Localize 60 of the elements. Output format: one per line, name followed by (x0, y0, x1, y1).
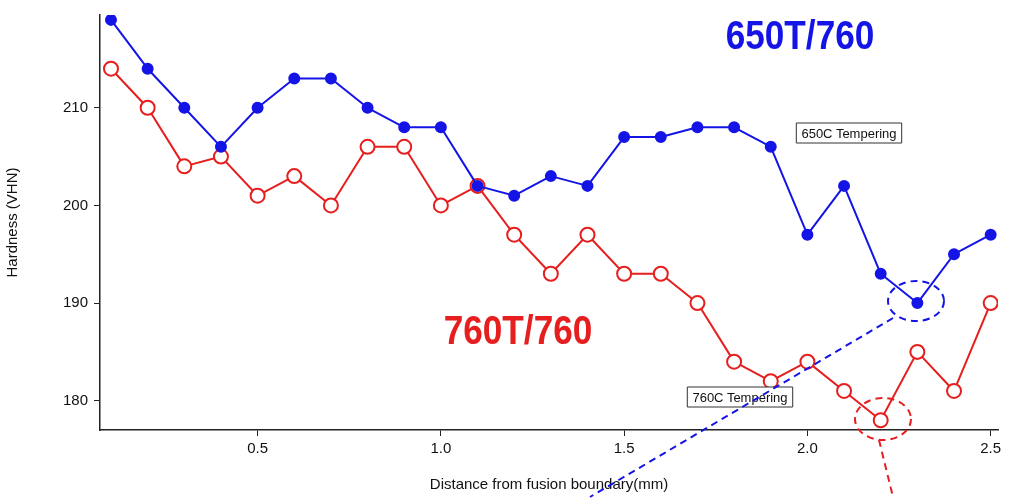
annotation: 650C Tempering (801, 125, 897, 141)
point (324, 72, 337, 85)
point (396, 138, 413, 155)
point (838, 179, 851, 192)
point (764, 140, 777, 153)
point (249, 187, 266, 204)
point (434, 121, 447, 134)
point (801, 228, 814, 241)
x-tick-label: 1.0 (430, 439, 452, 457)
point (654, 131, 667, 144)
y-tick-label: 190 (62, 293, 88, 311)
point (909, 343, 926, 360)
annotation: 760C Tempering (692, 389, 788, 405)
point (322, 197, 339, 214)
point (178, 101, 191, 114)
point (176, 158, 193, 175)
point (398, 121, 411, 134)
point (139, 99, 156, 116)
point (874, 267, 887, 280)
point (141, 62, 154, 75)
point (836, 382, 853, 399)
point (728, 121, 741, 134)
point (359, 138, 376, 155)
point (652, 265, 669, 282)
point (105, 15, 117, 26)
point (579, 226, 596, 243)
point (581, 179, 594, 192)
point (618, 131, 631, 144)
point (799, 353, 816, 370)
series-label: 760T/760 (443, 307, 593, 353)
point (946, 382, 963, 399)
point (984, 228, 997, 241)
point (544, 170, 557, 183)
point (506, 226, 523, 243)
point (911, 297, 924, 310)
point (361, 101, 374, 114)
y-axis-title: Hardness (VHN) (3, 167, 21, 278)
x-tick-label: 0.5 (247, 439, 269, 457)
y-tick-label: 180 (62, 390, 88, 408)
x-tick-label: 2.5 (980, 439, 1002, 457)
y-tick-label: 200 (62, 195, 88, 213)
series-label: 650T/760 (725, 12, 875, 58)
point (948, 248, 961, 261)
point (432, 197, 449, 214)
point (542, 265, 559, 282)
point (508, 189, 521, 202)
x-axis-title: Distance from fusion boundary(mm) (429, 475, 669, 493)
point (286, 168, 303, 185)
point (689, 295, 706, 312)
point (288, 72, 301, 85)
point (214, 140, 227, 153)
y-tick-label: 210 (62, 97, 88, 115)
x-tick-label: 2.0 (796, 439, 818, 457)
point (251, 101, 264, 114)
point (982, 295, 998, 312)
point (103, 60, 119, 77)
point (691, 121, 704, 134)
x-tick-label: 1.5 (613, 439, 635, 457)
point (616, 265, 633, 282)
point (726, 353, 743, 370)
